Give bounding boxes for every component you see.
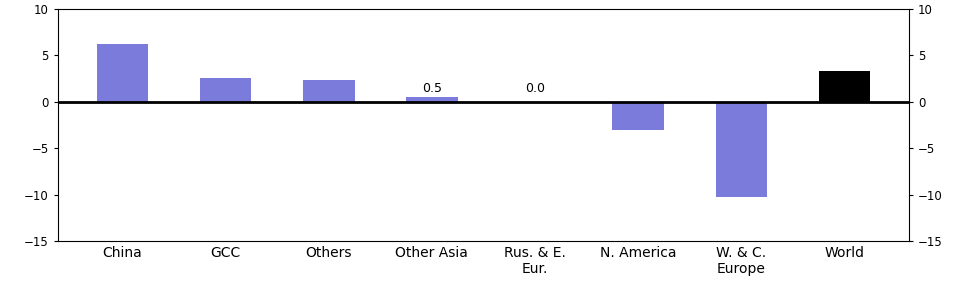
Bar xyxy=(716,102,767,197)
Text: 0.5: 0.5 xyxy=(422,82,442,95)
Bar xyxy=(200,78,251,102)
Text: 0.0: 0.0 xyxy=(525,82,545,95)
Bar xyxy=(97,44,148,102)
Bar xyxy=(406,97,457,102)
Bar xyxy=(612,102,664,130)
Bar xyxy=(819,71,870,102)
Bar xyxy=(303,80,355,102)
